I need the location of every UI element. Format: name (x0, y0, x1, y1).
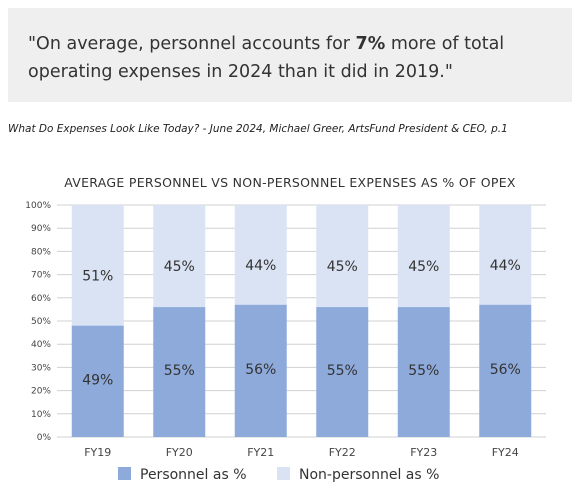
data-labels: 51% 49% 45% 55% 44% 56% 45% 55% 45% 55% 44% 56% (82, 258, 521, 388)
bar-non-personnel (397, 205, 450, 308)
data-label-personnel: 49% (82, 372, 113, 388)
quote-highlight: 7% (355, 34, 386, 54)
quote-text: "On average, personnel accounts for (28, 34, 356, 54)
y-tick-label: 20% (31, 387, 51, 397)
bar-non-personnel (71, 205, 124, 326)
y-tick-label: 60% (31, 294, 51, 304)
data-label-non-personnel: 45% (164, 259, 195, 275)
x-tick-label: FY19 (84, 446, 111, 459)
y-tick-label: 0% (37, 433, 52, 443)
y-tick-label: 40% (31, 340, 51, 350)
bar-personnel (153, 307, 206, 437)
y-tick-label: 50% (31, 317, 51, 327)
legend: Personnel as % Non-personnel as % (118, 467, 439, 483)
data-label-non-personnel: 44% (490, 258, 521, 274)
bar-personnel (234, 304, 287, 437)
data-label-non-personnel: 51% (82, 268, 113, 284)
data-label-non-personnel: 44% (245, 258, 276, 274)
gridlines (57, 204, 546, 438)
y-tick-label: 90% (31, 224, 51, 234)
bar-personnel (397, 307, 450, 437)
x-axis-ticks: FY19 FY20 FY21 FY22 FY23 FY24 (84, 446, 519, 459)
x-tick-label: FY23 (410, 446, 437, 459)
citation: What Do Expenses Look Like Today? - June… (8, 123, 508, 135)
y-tick-label: 80% (31, 247, 51, 257)
data-label-non-personnel: 45% (327, 259, 358, 275)
data-label-personnel: 55% (164, 363, 195, 379)
bar-non-personnel (316, 205, 369, 308)
x-tick-label: FY20 (166, 446, 193, 459)
bar-non-personnel (479, 205, 532, 305)
bar-non-personnel (234, 205, 287, 305)
data-label-non-personnel: 45% (408, 259, 439, 275)
bar-non-personnel (153, 205, 206, 308)
legend-label-personnel: Personnel as % (140, 467, 247, 483)
legend-swatch-non-personnel (277, 467, 290, 480)
chart-title: AVERAGE PERSONNEL VS NON-PERSONNEL EXPEN… (64, 175, 516, 190)
bar-personnel (71, 325, 124, 437)
y-tick-label: 100% (25, 201, 51, 211)
y-tick-label: 70% (31, 271, 51, 281)
x-tick-label: FY24 (492, 446, 519, 459)
x-tick-label: FY22 (329, 446, 356, 459)
bars (71, 205, 532, 437)
data-label-personnel: 55% (408, 363, 439, 379)
y-axis-ticks: 0% 10% 20% 30% 40% 50% 60% 70% 80% 90% 100% (25, 201, 51, 443)
bar-personnel (479, 304, 532, 437)
data-label-personnel: 56% (245, 362, 276, 378)
legend-label-non-personnel: Non-personnel as % (299, 467, 439, 483)
quote-box: "On average, personnel accounts for 7% m… (8, 8, 572, 102)
bar-personnel (316, 307, 369, 437)
x-tick-label: FY21 (247, 446, 274, 459)
y-tick-label: 30% (31, 363, 51, 373)
y-tick-label: 10% (31, 410, 51, 420)
data-label-personnel: 56% (490, 362, 521, 378)
legend-swatch-personnel (118, 467, 131, 480)
quote-text-end: more of total operating expenses in 2024… (28, 34, 505, 82)
data-label-personnel: 55% (327, 363, 358, 379)
